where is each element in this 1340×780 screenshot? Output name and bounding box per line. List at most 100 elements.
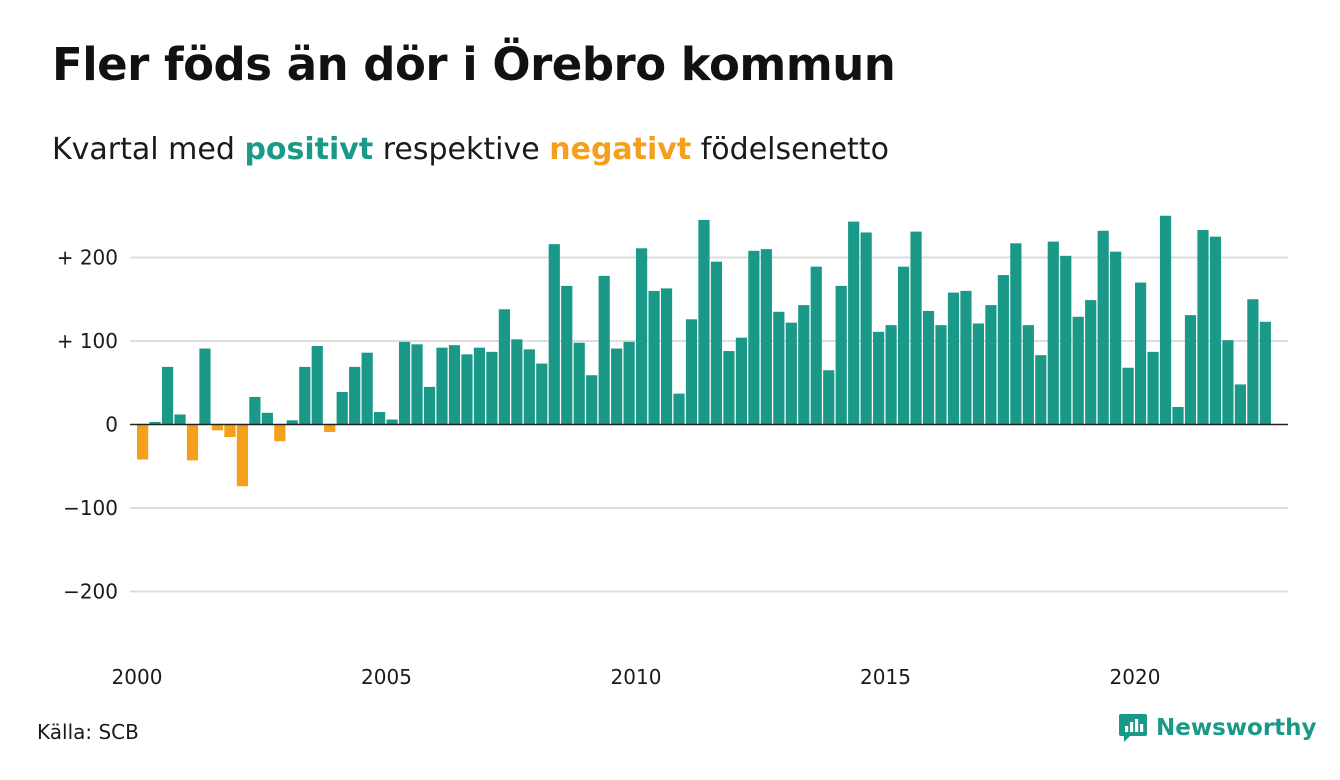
- newsworthy-logo-icon: [1119, 714, 1147, 742]
- bar: [423, 386, 436, 425]
- bar: [299, 366, 311, 425]
- x-tick-label: 2010: [611, 665, 662, 689]
- bar: [137, 424, 149, 460]
- bar: [873, 331, 885, 425]
- bar: [673, 393, 685, 425]
- bar: [922, 310, 935, 425]
- source-note: Källa: SCB: [37, 720, 139, 744]
- bar: [174, 414, 186, 425]
- bar: [1047, 241, 1059, 425]
- bar: [897, 266, 910, 425]
- bar: [548, 244, 560, 425]
- bar: [186, 424, 199, 461]
- chart-title: Fler föds än dör i Örebro kommun: [52, 38, 896, 91]
- bar: [249, 396, 261, 425]
- bar: [598, 275, 610, 425]
- x-tick-label: 2015: [860, 665, 911, 689]
- bar: [685, 319, 698, 425]
- bar: [1085, 300, 1097, 425]
- labels-layer: + 200 + 100 0 −100 −200 2000 2005 2010 2015 2020: [57, 246, 1161, 690]
- bar: [336, 391, 348, 425]
- subtitle-prefix: Kvartal med: [52, 132, 235, 167]
- bar: [561, 285, 573, 425]
- bar: [960, 290, 972, 425]
- bar: [1172, 406, 1184, 425]
- y-tick-label: + 200: [57, 246, 118, 270]
- bars-layer: [137, 215, 1271, 487]
- bar: [436, 347, 448, 425]
- bar: [1209, 236, 1222, 425]
- bar: [1060, 255, 1072, 425]
- subtitle-middle: respektive: [382, 132, 540, 167]
- bar: [785, 322, 797, 425]
- bar: [261, 412, 273, 425]
- bar: [374, 411, 386, 425]
- bar: [1035, 355, 1047, 425]
- bar: [311, 346, 323, 425]
- bar: [623, 341, 635, 425]
- bar: [211, 424, 224, 431]
- bar: [1135, 282, 1147, 425]
- bar: [199, 348, 211, 425]
- subtitle-negative-word: negativt: [549, 132, 692, 167]
- bar: [710, 261, 723, 425]
- bar: [473, 347, 486, 425]
- bar: [660, 288, 673, 425]
- bar: [997, 275, 1009, 425]
- bar: [236, 424, 248, 487]
- bar: [823, 370, 835, 425]
- x-tick-label: 2005: [361, 665, 412, 689]
- bar: [149, 421, 161, 425]
- bar: [748, 250, 760, 425]
- bar: [536, 363, 548, 425]
- bar: [848, 221, 860, 425]
- bar: [760, 249, 772, 425]
- bar: [947, 292, 960, 425]
- bar: [611, 348, 623, 425]
- bar: [972, 323, 985, 425]
- bar: [1147, 351, 1159, 425]
- bar: [386, 419, 398, 425]
- bar: [885, 325, 897, 425]
- chart-subtitle: Kvartal med positivt respektive negativt…: [52, 132, 889, 167]
- bar: [1122, 367, 1134, 425]
- bar: [773, 311, 785, 425]
- bar: [161, 366, 174, 425]
- bar: [810, 266, 822, 425]
- bar: [985, 305, 997, 425]
- bar: [498, 309, 510, 425]
- bar: [361, 352, 373, 425]
- bar: [835, 285, 847, 425]
- y-tick-label: −200: [63, 580, 118, 604]
- y-tick-label: + 100: [57, 329, 118, 353]
- y-tick-label: −100: [63, 496, 118, 520]
- x-tick-label: 2000: [112, 665, 163, 689]
- bar: [286, 420, 298, 425]
- bar: [448, 345, 461, 425]
- bar: [1197, 229, 1209, 425]
- bar: [735, 337, 747, 425]
- bar: [1259, 321, 1271, 425]
- bar: [349, 366, 361, 425]
- bar: [636, 248, 648, 425]
- bar: [935, 325, 947, 425]
- bar: [1159, 215, 1172, 425]
- subtitle-suffix: födelsenetto: [700, 132, 889, 167]
- bar: [1110, 251, 1122, 425]
- x-tick-label: 2020: [1110, 665, 1161, 689]
- bar: [1097, 230, 1109, 425]
- bar: [1022, 325, 1034, 425]
- bar: [224, 424, 236, 438]
- bar: [398, 341, 411, 425]
- bar: [486, 351, 498, 425]
- brand-logo: Newsworthy: [1118, 712, 1317, 744]
- bar: [698, 219, 710, 425]
- bar: [274, 424, 286, 442]
- bar: [1247, 299, 1259, 425]
- bar: [860, 232, 872, 425]
- bar: [723, 351, 735, 425]
- y-tick-label: 0: [105, 413, 118, 437]
- bar: [511, 339, 523, 425]
- bar: [1184, 315, 1197, 425]
